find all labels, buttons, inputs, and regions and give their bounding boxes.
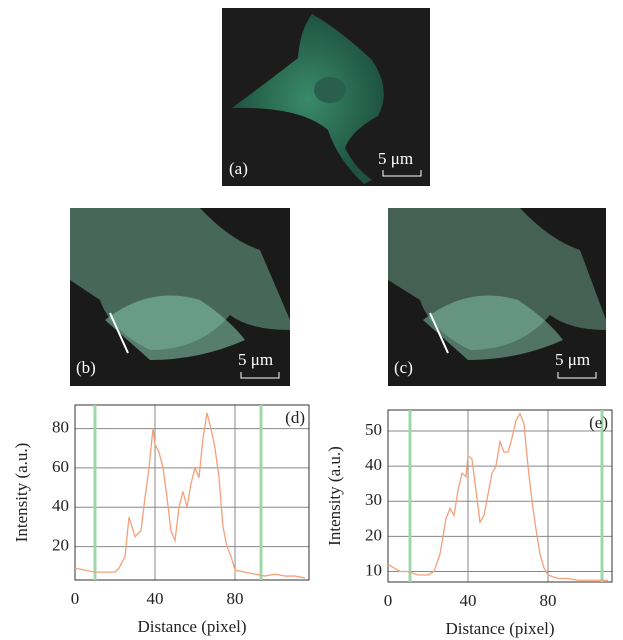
x-axis-label: Distance (pixel) (137, 617, 246, 636)
panel-label: (a) (229, 159, 248, 178)
profile-line (74, 412, 306, 579)
x-tick-label: 0 (384, 591, 393, 610)
scale-label: 5 μm (378, 149, 413, 168)
y-axis-label: Intensity (a.u.) (325, 446, 344, 546)
x-tick-label: 0 (71, 589, 80, 608)
image-b: (b) 5 μm (70, 208, 290, 386)
y-tick-label: 20 (365, 525, 382, 544)
x-tick-label: 40 (147, 589, 164, 608)
y-tick-label: 30 (365, 490, 382, 509)
scale-label: 5 μm (238, 350, 273, 369)
scale-label: 5 μm (555, 350, 590, 369)
plot-frame (74, 404, 310, 581)
x-tick-label: 40 (460, 591, 477, 610)
x-axis-label: Distance (pixel) (445, 619, 554, 638)
x-tick-label: 80 (540, 591, 557, 610)
y-tick-label: 40 (52, 496, 69, 515)
profile-line (387, 411, 608, 581)
panel-label: (c) (394, 358, 413, 377)
y-tick-label: 80 (52, 418, 69, 437)
y-tick-label: 40 (365, 455, 382, 474)
x-tick-label: 80 (227, 589, 244, 608)
y-tick-label: 50 (365, 420, 382, 439)
y-tick-label: 60 (52, 457, 69, 476)
y-tick-label: 10 (365, 560, 382, 579)
image-c: (c) 5 μm (388, 208, 606, 386)
corner-label: (e) (589, 413, 608, 432)
plot-frame (387, 409, 613, 583)
panel-label: (b) (76, 358, 96, 377)
y-axis-label: Intensity (a.u.) (12, 443, 31, 543)
corner-label: (d) (285, 408, 305, 427)
image-a: (a) 5 μm (222, 8, 430, 186)
y-tick-label: 20 (52, 535, 69, 554)
